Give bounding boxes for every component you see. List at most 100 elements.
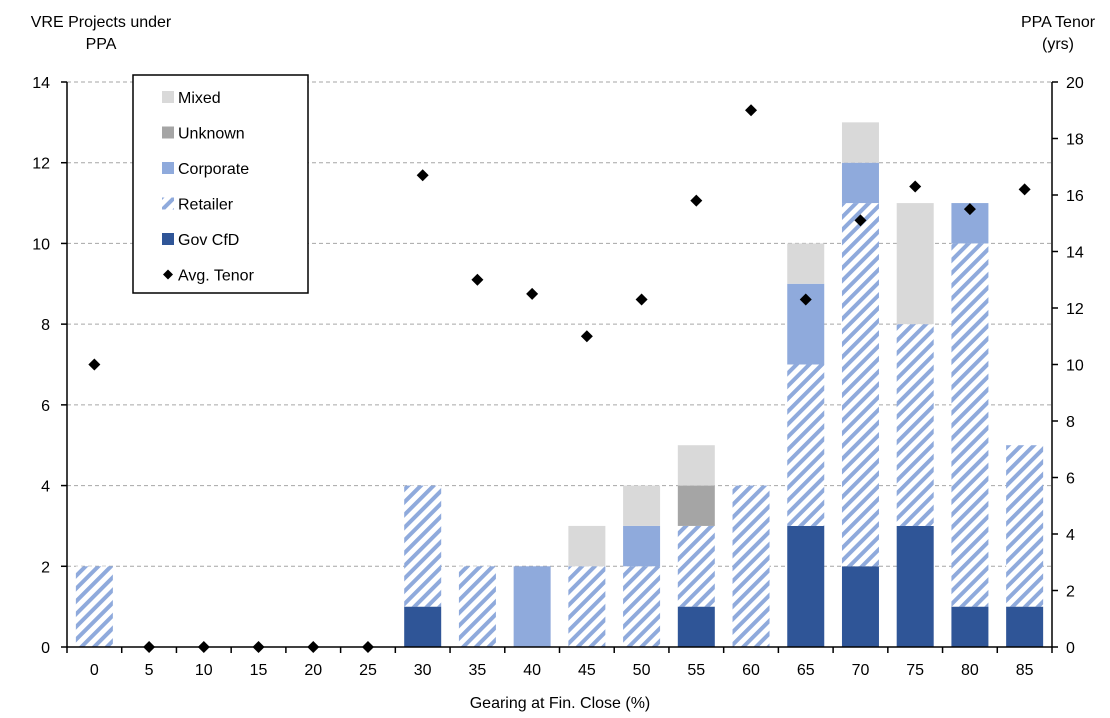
legend-box [132, 74, 309, 294]
bar-gov-cfd-55 [677, 606, 715, 647]
x-tick-label-75: 75 [906, 662, 924, 679]
left-tick-labels: 0 2 4 6 8 10 12 14 [32, 75, 50, 657]
tenor-marker-85 [1018, 183, 1031, 196]
legend-label-gov-cfd: Gov CfD [178, 232, 239, 249]
bar-mixed-45 [568, 525, 606, 567]
x-tick-label-50: 50 [633, 662, 651, 679]
tenor-marker-50 [635, 293, 648, 306]
bar-retailer-30 [404, 485, 442, 607]
x-tick-label-35: 35 [469, 662, 487, 679]
x-tick-labels: 0 5 10 15 20 25 30 35 40 45 50 55 60 65 70 75 80 85 [90, 662, 1034, 679]
legend-swatch-unknown [162, 126, 174, 139]
tenor-marker-70 [854, 214, 867, 227]
right-axis-title-line-1: PPA Tenor [1021, 14, 1096, 31]
x-tick-label-20: 20 [304, 662, 322, 679]
right-tick-label-6: 6 [1066, 471, 1075, 488]
right-tick-label-12: 12 [1066, 301, 1084, 318]
x-tick-label-65: 65 [797, 662, 815, 679]
right-tick-label-4: 4 [1066, 527, 1075, 544]
tenor-marker-40 [526, 287, 539, 300]
right-tick-label-18: 18 [1066, 132, 1084, 149]
x-tick-label-85: 85 [1016, 662, 1034, 679]
bar-mixed-65 [787, 243, 825, 284]
bar-retailer-55 [677, 525, 715, 607]
tenor-markers [88, 104, 1031, 653]
x-tick-label-30: 30 [414, 662, 432, 679]
tenor-marker-30 [416, 169, 429, 182]
bar-gov-cfd-85 [1006, 606, 1044, 647]
tenor-marker-35 [471, 273, 484, 286]
x-tick-label-5: 5 [145, 662, 154, 679]
tenor-marker-65 [799, 293, 812, 306]
bar-corporate-40 [513, 566, 551, 647]
left-tick-label-14: 14 [32, 75, 50, 92]
bar-gov-cfd-65 [787, 525, 825, 647]
bar-mixed-70 [841, 122, 879, 163]
right-tick-label-16: 16 [1066, 188, 1084, 205]
tenor-marker-45 [580, 330, 593, 343]
right-tick-label-20: 20 [1066, 75, 1084, 92]
bar-gov-cfd-70 [841, 566, 879, 647]
legend-swatch-gov-cfd [162, 233, 174, 245]
left-axis-title-line-1: VRE Projects under [31, 14, 172, 31]
bar-corporate-70 [841, 162, 879, 204]
bar-retailer-0 [75, 566, 113, 647]
right-tick-label-0: 0 [1066, 640, 1075, 657]
left-tick-label-10: 10 [32, 236, 50, 253]
bar-mixed-75 [896, 203, 934, 325]
bar-gov-cfd-80 [951, 606, 989, 647]
bar-retailer-80 [951, 243, 989, 607]
bar-mixed-55 [677, 445, 715, 486]
tenor-marker-75 [909, 180, 922, 193]
left-tick-label-6: 6 [41, 398, 50, 415]
left-tick-label-12: 12 [32, 156, 50, 173]
legend-swatch-corporate [162, 162, 174, 174]
left-tick-label-2: 2 [41, 559, 50, 576]
tenor-marker-80 [963, 203, 976, 216]
tenor-marker-25 [361, 641, 374, 653]
bar-retailer-45 [568, 566, 606, 647]
legend: Mixed Unknown Corporate Retailer Gov CfD Avg.… [132, 74, 309, 294]
right-tick-label-8: 8 [1066, 414, 1075, 431]
x-tick-label-40: 40 [523, 662, 541, 679]
bar-gov-cfd-30 [404, 606, 442, 647]
x-tick-label-55: 55 [687, 662, 705, 679]
left-axis-title-line-2: PPA [86, 36, 117, 53]
tenor-marker-10 [197, 641, 210, 653]
legend-label-avg-tenor: Avg. Tenor [178, 268, 255, 285]
bar-retailer-65 [787, 364, 825, 526]
legend-swatch-mixed [162, 91, 174, 103]
bar-retailer-35 [458, 566, 496, 647]
bar-retailer-85 [1006, 445, 1044, 607]
x-tick-label-80: 80 [961, 662, 979, 679]
legend-swatch-avg-tenor [163, 269, 173, 280]
legend-label-unknown: Unknown [178, 126, 245, 143]
x-tick-label-15: 15 [250, 662, 268, 679]
bar-unknown-55 [677, 485, 715, 526]
x-axis-title: Gearing at Fin. Close (%) [470, 695, 651, 712]
axes [61, 81, 1058, 653]
x-tick-label-60: 60 [742, 662, 760, 679]
tenor-marker-20 [307, 641, 320, 653]
legend-label-corporate: Corporate [178, 161, 249, 178]
tenor-marker-55 [690, 194, 703, 207]
right-tick-label-14: 14 [1066, 245, 1084, 262]
right-tick-label-2: 2 [1066, 584, 1075, 601]
left-tick-label-4: 4 [41, 479, 50, 496]
legend-swatch-retailer [162, 197, 174, 210]
bar-mixed-50 [623, 485, 661, 526]
bar-retailer-70 [841, 203, 879, 567]
bar-corporate-50 [623, 525, 661, 567]
left-tick-label-8: 8 [41, 317, 50, 334]
tenor-marker-5 [143, 641, 156, 653]
legend-label-retailer: Retailer [178, 197, 234, 214]
x-tick-label-10: 10 [195, 662, 213, 679]
right-tick-label-10: 10 [1066, 358, 1084, 375]
bar-retailer-75 [896, 324, 934, 526]
right-axis-title-line-2: (yrs) [1042, 36, 1074, 53]
bar-gov-cfd-75 [896, 525, 934, 647]
bar-retailer-50 [623, 566, 661, 647]
bar-retailer-60 [732, 485, 770, 647]
